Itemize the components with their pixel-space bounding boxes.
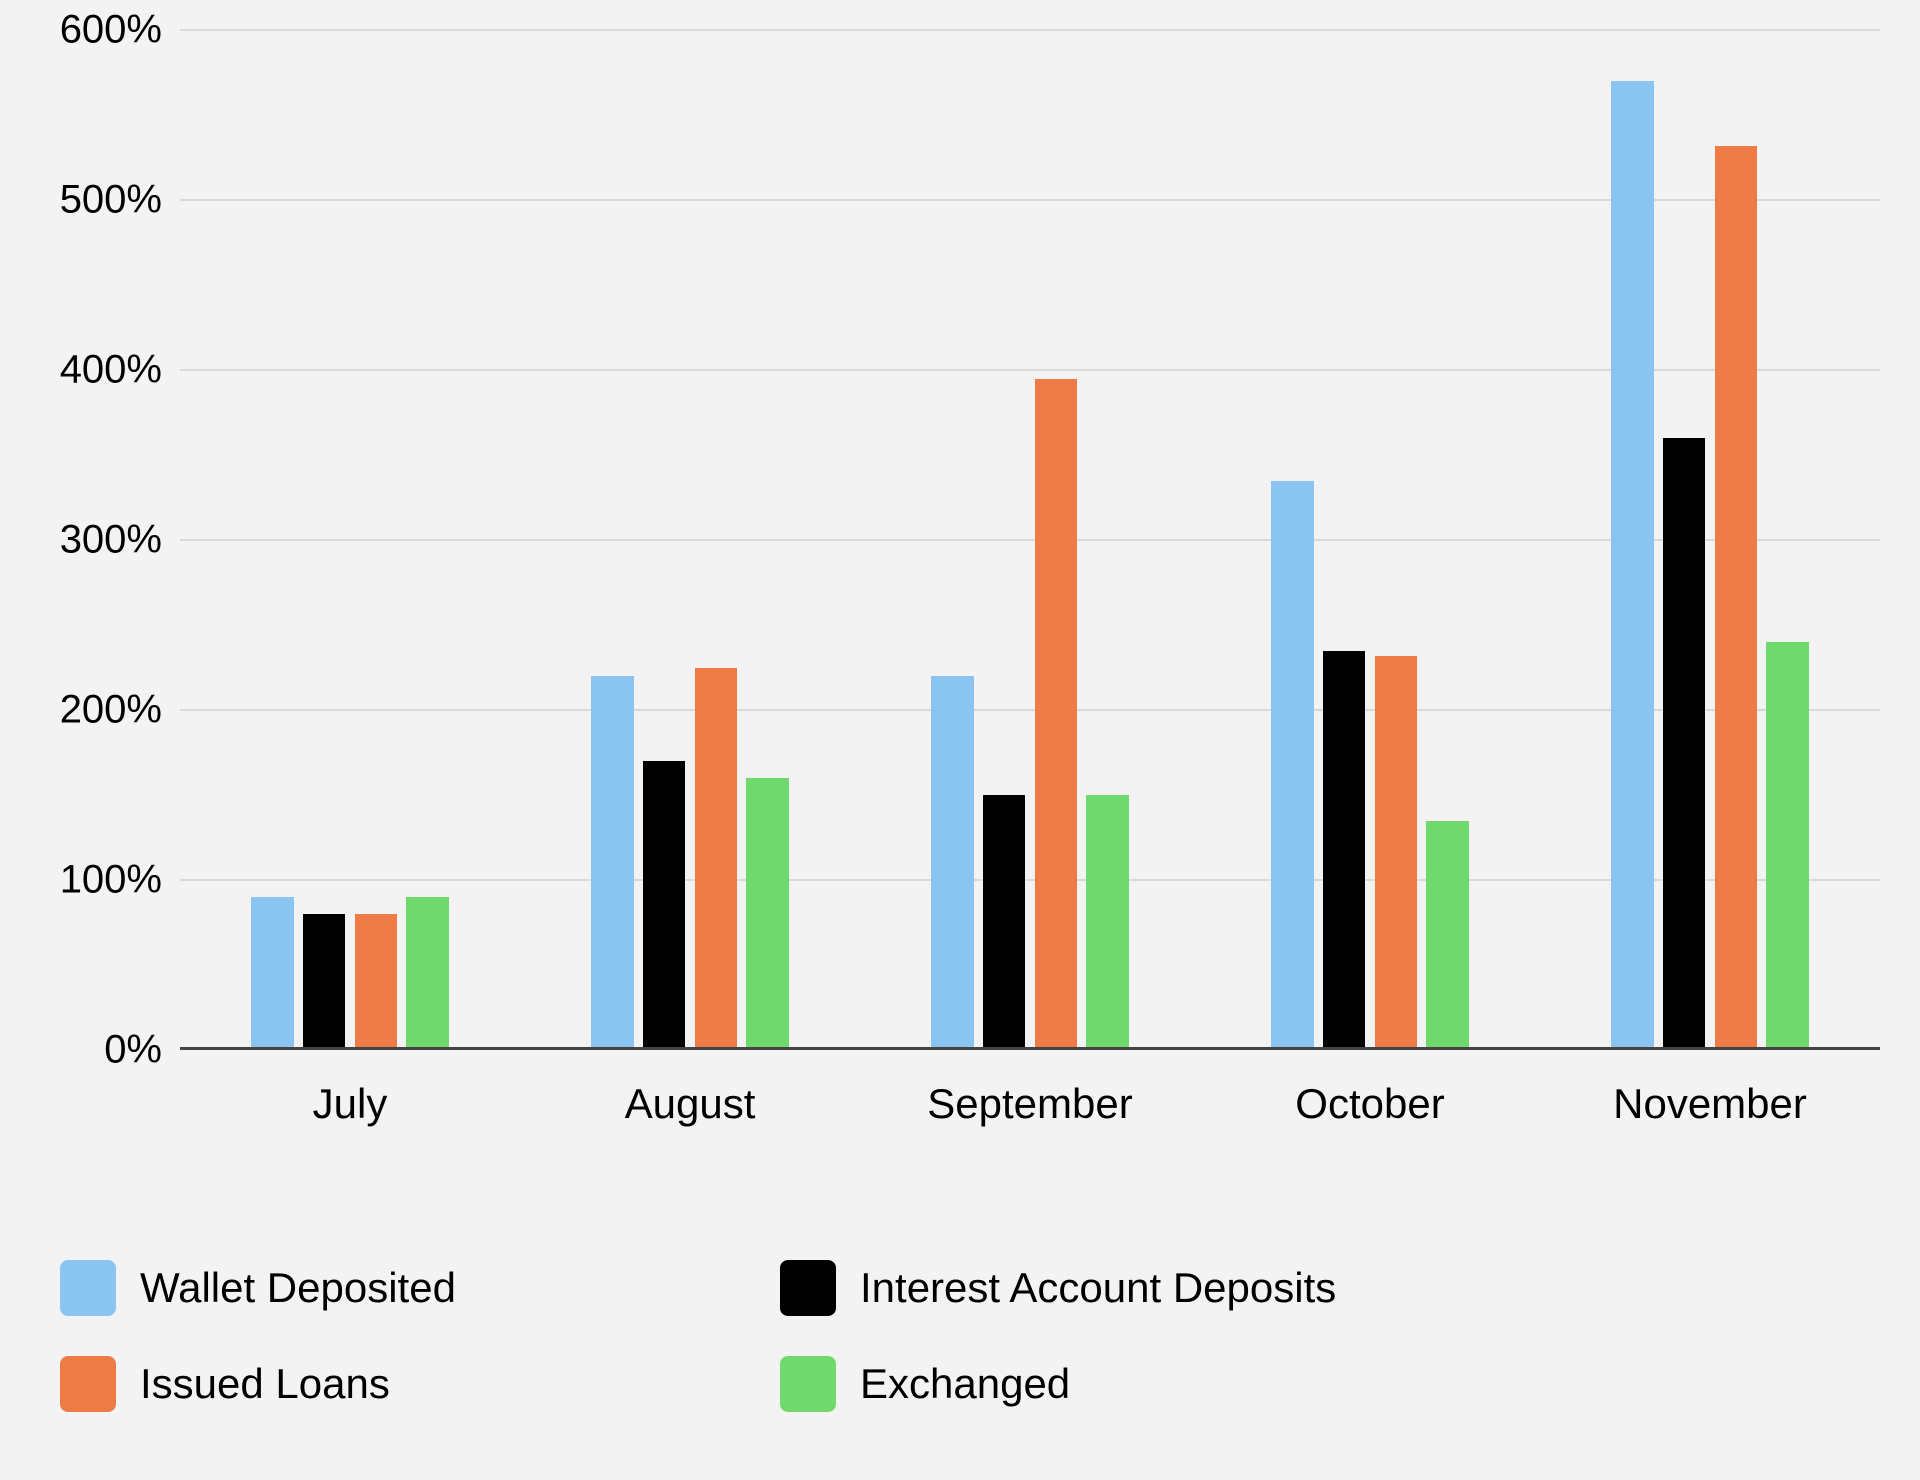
bar-wallet_deposited — [1611, 81, 1653, 1050]
legend-label: Issued Loans — [140, 1360, 390, 1408]
bar-wallet_deposited — [251, 897, 293, 1050]
bar-interest_account_deposits — [1663, 438, 1705, 1050]
bar-interest_account_deposits — [1323, 651, 1365, 1051]
bar-issued_loans — [355, 914, 397, 1050]
bar-exchanged — [1766, 642, 1808, 1050]
grouped-bar-chart: 0% 100% 200% 300% 400% 500% 600% July August Sep… — [0, 0, 1920, 1480]
bar-issued_loans — [1375, 656, 1417, 1050]
legend-item-exchanged: Exchanged — [780, 1356, 1460, 1412]
y-tick-label: 400% — [60, 348, 180, 393]
legend-item-wallet_deposited: Wallet Deposited — [60, 1260, 740, 1316]
bar-wallet_deposited — [1271, 481, 1313, 1051]
gridline — [180, 29, 1880, 31]
y-tick-label: 500% — [60, 178, 180, 223]
y-tick-label: 0% — [104, 1028, 180, 1073]
legend-item-issued_loans: Issued Loans — [60, 1356, 740, 1412]
legend-label: Wallet Deposited — [140, 1264, 456, 1312]
legend-label: Exchanged — [860, 1360, 1070, 1408]
legend-item-interest_account_deposits: Interest Account Deposits — [780, 1260, 1460, 1316]
plot-area: 0%100%200%300%400%500%600% JulyAugustSep… — [180, 30, 1880, 1050]
bar-exchanged — [1086, 795, 1128, 1050]
y-tick-label: 100% — [60, 858, 180, 903]
y-tick-label: 300% — [60, 518, 180, 563]
bar-wallet_deposited — [591, 676, 633, 1050]
bar-exchanged — [406, 897, 448, 1050]
legend: Wallet Deposited Interest Account Deposit… — [60, 1260, 1460, 1412]
y-tick-label: 200% — [60, 688, 180, 733]
bar-issued_loans — [1715, 146, 1757, 1050]
x-tick-label: July — [313, 1050, 388, 1128]
bar-interest_account_deposits — [303, 914, 345, 1050]
x-tick-label: October — [1295, 1050, 1444, 1128]
legend-swatch — [780, 1356, 836, 1412]
legend-swatch — [60, 1356, 116, 1412]
y-tick-label: 600% — [60, 8, 180, 53]
legend-label: Interest Account Deposits — [860, 1264, 1336, 1312]
x-tick-label: August — [625, 1050, 756, 1128]
x-tick-label: September — [927, 1050, 1132, 1128]
legend-swatch — [60, 1260, 116, 1316]
bar-interest_account_deposits — [983, 795, 1025, 1050]
bar-exchanged — [1426, 821, 1468, 1051]
x-tick-label: November — [1613, 1050, 1807, 1128]
legend-swatch — [780, 1260, 836, 1316]
bar-issued_loans — [695, 668, 737, 1051]
bar-wallet_deposited — [931, 676, 973, 1050]
bar-issued_loans — [1035, 379, 1077, 1051]
bar-exchanged — [746, 778, 788, 1050]
bar-interest_account_deposits — [643, 761, 685, 1050]
